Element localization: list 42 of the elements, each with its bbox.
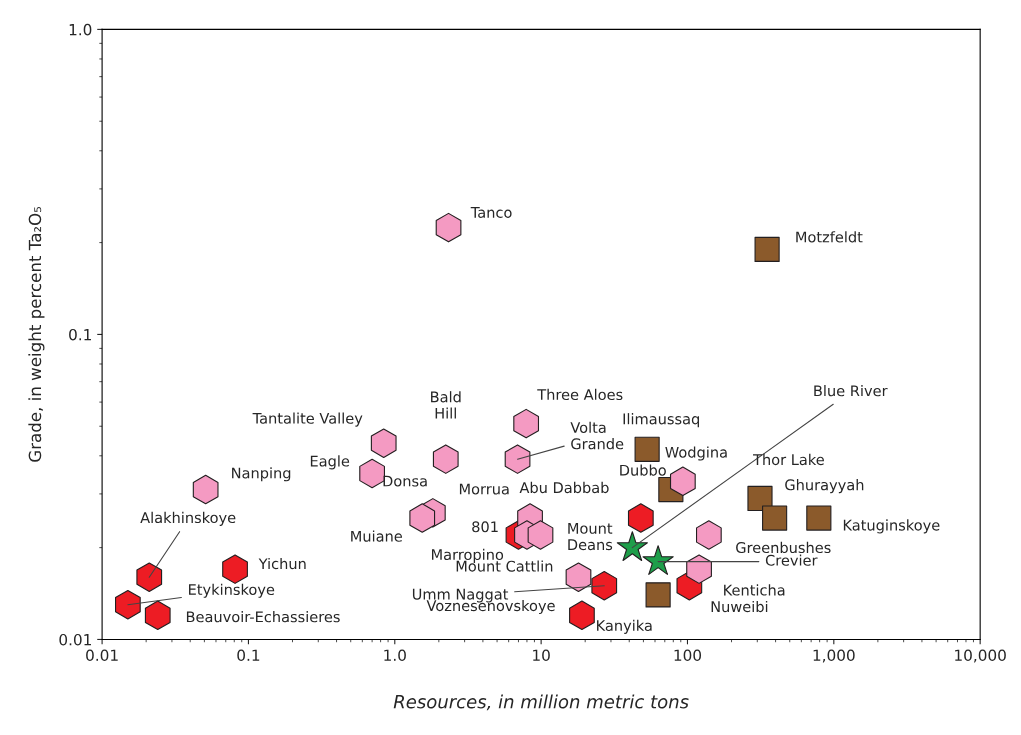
y-tick-label: 0.01 <box>59 633 91 646</box>
x-tick-label: 0.01 <box>86 649 118 661</box>
y-tick-label: 1.0 <box>69 23 92 36</box>
annotation: Alakhinskoye <box>140 511 236 526</box>
x-tick-label: 1,000 <box>813 649 855 663</box>
annotation: Volta Grande <box>570 421 624 450</box>
x-tick-label: 10 <box>533 649 550 661</box>
y-axis-title: Grade, in weight percent Ta₂O₅ <box>28 206 45 462</box>
annotation: 801 <box>472 521 498 533</box>
annotation: Etykinskoye <box>189 583 275 598</box>
annotation: Katuginskoye <box>843 519 940 534</box>
x-tick-label: 0.1 <box>237 649 260 661</box>
annotation: Eagle <box>310 455 350 470</box>
annotation: Nanping <box>232 467 291 482</box>
annotation: Wodgina <box>665 446 727 461</box>
annotation: Tanco <box>470 207 512 218</box>
annotation: Kenticha <box>724 584 785 596</box>
annotation: Ilimaussaq <box>623 413 699 428</box>
annotation: Three Aloes <box>537 388 623 401</box>
annotation: Kanyika <box>597 619 652 634</box>
annotation: Bald Hill <box>431 391 461 419</box>
annotation: Mount Deans <box>568 523 613 551</box>
x-axis-title: Resources, in million metric tons <box>393 694 689 711</box>
x-tick-label: 1.0 <box>384 649 406 661</box>
annotation: Yichun <box>258 557 306 570</box>
annotation: Abu Dabbab <box>519 481 609 494</box>
y-tick-label: 0.1 <box>69 328 91 341</box>
annotation: Motzfeldt <box>796 231 863 243</box>
annotation: Dubbo <box>620 464 666 476</box>
annotation: Crevier <box>765 554 818 566</box>
annotation: Donsa <box>383 475 427 487</box>
annotation: Ghurayyah <box>785 479 864 494</box>
annotation: Beauvoir-Echassieres <box>186 611 340 623</box>
annotation: Muiane <box>351 530 403 542</box>
annotation: Morrua <box>459 483 509 495</box>
x-tick-label: 100 <box>674 649 702 661</box>
annotation: Blue River <box>814 385 888 397</box>
annotation: Greenbushes <box>736 541 831 554</box>
annotation: Nuweibi <box>711 600 768 613</box>
x-tick-label: 10,000 <box>955 649 1006 663</box>
annotation: Thor Lake <box>753 453 824 466</box>
annotation: Tantalite Valley <box>252 412 363 427</box>
